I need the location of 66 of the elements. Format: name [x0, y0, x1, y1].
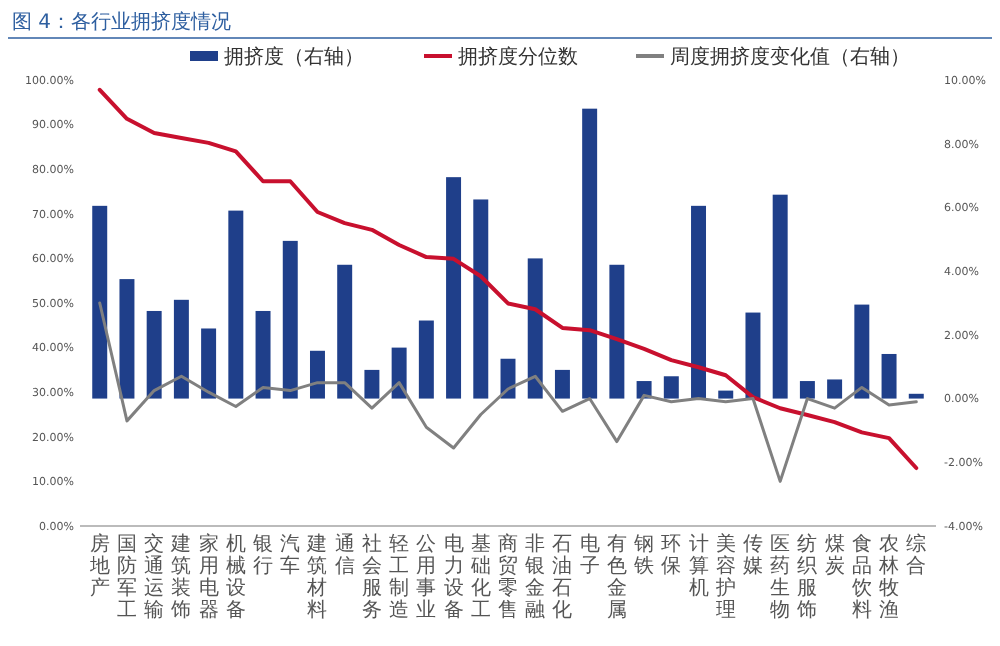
legend-label: 拥挤度分位数 [458, 45, 578, 69]
bar [201, 328, 217, 399]
x-tick-label: 家用电器 [198, 532, 219, 622]
x-tick-label: 钢铁 [632, 534, 655, 578]
bar [582, 108, 598, 399]
x-tick-label: 食品饮料 [849, 532, 872, 622]
bar [119, 279, 135, 399]
legend-label: 拥挤度（右轴） [224, 45, 364, 69]
x-tick-label: 公用事业 [416, 532, 437, 622]
bar [228, 210, 244, 399]
bar [881, 353, 897, 399]
x-tick-label: 环保 [661, 534, 682, 578]
line-series [98, 301, 918, 483]
x-tick-label: 农林牧渔 [877, 534, 900, 622]
bar [854, 304, 870, 399]
x-tick-label: 国防军工 [116, 534, 137, 622]
line-series [97, 87, 919, 471]
bar [364, 369, 380, 399]
x-tick-label: 美容护理 [713, 532, 736, 622]
bar [418, 320, 434, 399]
x-tick-label: 石油石化 [552, 534, 573, 622]
bar [908, 393, 924, 399]
x-tick-label: 医药生物 [770, 534, 791, 622]
bar [718, 390, 734, 399]
x-tick-label: 社会服务 [361, 532, 382, 622]
x-tick-label: 交通运输 [144, 532, 165, 622]
x-tick-label: 传媒 [742, 534, 763, 578]
bar [663, 376, 679, 399]
bar [527, 258, 543, 399]
x-tick-label: 建筑材料 [305, 532, 328, 622]
x-tick-label: 机械设备 [225, 532, 246, 622]
bar [446, 177, 462, 399]
x-tick-label: 基础化工 [468, 532, 491, 622]
x-tick-label: 银行 [251, 534, 274, 578]
x-tick-label: 轻工制造 [389, 532, 410, 622]
bar [772, 194, 788, 399]
x-tick-label: 通信 [334, 532, 355, 578]
bar [391, 347, 407, 399]
x-tick-label: 建筑装饰 [169, 532, 192, 622]
bar [337, 264, 353, 399]
x-tick-label: 非银金融 [523, 532, 546, 622]
bar [745, 312, 761, 399]
bar [282, 240, 298, 399]
x-tick-label: 电力设备 [443, 532, 464, 622]
x-tick-label: 煤炭 [824, 532, 845, 578]
bar [309, 350, 325, 399]
x-tick-label: 汽车 [280, 532, 301, 578]
chart-title: 图 4：各行业拥挤度情况 [12, 10, 232, 34]
bar [827, 379, 843, 399]
x-tick-label: 综合 [906, 532, 927, 578]
bar [799, 381, 815, 399]
bar [146, 310, 162, 399]
bar [473, 199, 489, 399]
bar [255, 310, 271, 399]
legend-label: 周度拥挤度变化值（右轴） [670, 45, 910, 69]
x-tick-label: 电子 [579, 532, 600, 578]
bar [691, 205, 707, 399]
x-tick-label: 有色金属 [606, 532, 627, 622]
x-tick-label: 商贸零售 [498, 532, 518, 622]
bar [92, 205, 108, 399]
bar [609, 264, 625, 399]
bar [554, 369, 570, 399]
bar [173, 299, 189, 399]
x-tick-label: 房地产 [87, 532, 110, 600]
x-tick-label: 纺织服饰 [795, 532, 818, 622]
x-tick-label: 计算机 [688, 532, 709, 600]
